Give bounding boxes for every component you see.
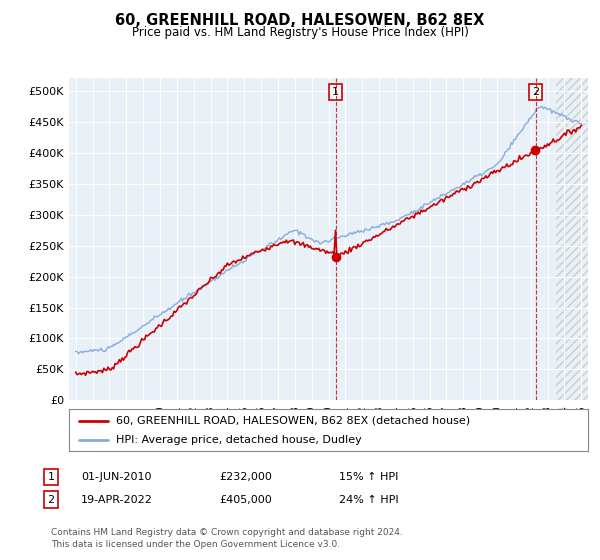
Text: 1: 1 xyxy=(332,87,339,97)
Text: 1: 1 xyxy=(47,472,55,482)
Text: HPI: Average price, detached house, Dudley: HPI: Average price, detached house, Dudl… xyxy=(116,435,361,445)
Text: 2: 2 xyxy=(47,494,55,505)
Text: 2: 2 xyxy=(532,87,539,97)
Text: £405,000: £405,000 xyxy=(219,494,272,505)
Text: Price paid vs. HM Land Registry's House Price Index (HPI): Price paid vs. HM Land Registry's House … xyxy=(131,26,469,39)
Text: 60, GREENHILL ROAD, HALESOWEN, B62 8EX (detached house): 60, GREENHILL ROAD, HALESOWEN, B62 8EX (… xyxy=(116,416,470,426)
Text: 19-APR-2022: 19-APR-2022 xyxy=(81,494,153,505)
Text: £232,000: £232,000 xyxy=(219,472,272,482)
Text: 01-JUN-2010: 01-JUN-2010 xyxy=(81,472,151,482)
Text: 15% ↑ HPI: 15% ↑ HPI xyxy=(339,472,398,482)
Text: 24% ↑ HPI: 24% ↑ HPI xyxy=(339,494,398,505)
Text: 60, GREENHILL ROAD, HALESOWEN, B62 8EX: 60, GREENHILL ROAD, HALESOWEN, B62 8EX xyxy=(115,13,485,28)
Text: Contains HM Land Registry data © Crown copyright and database right 2024.
This d: Contains HM Land Registry data © Crown c… xyxy=(51,528,403,549)
